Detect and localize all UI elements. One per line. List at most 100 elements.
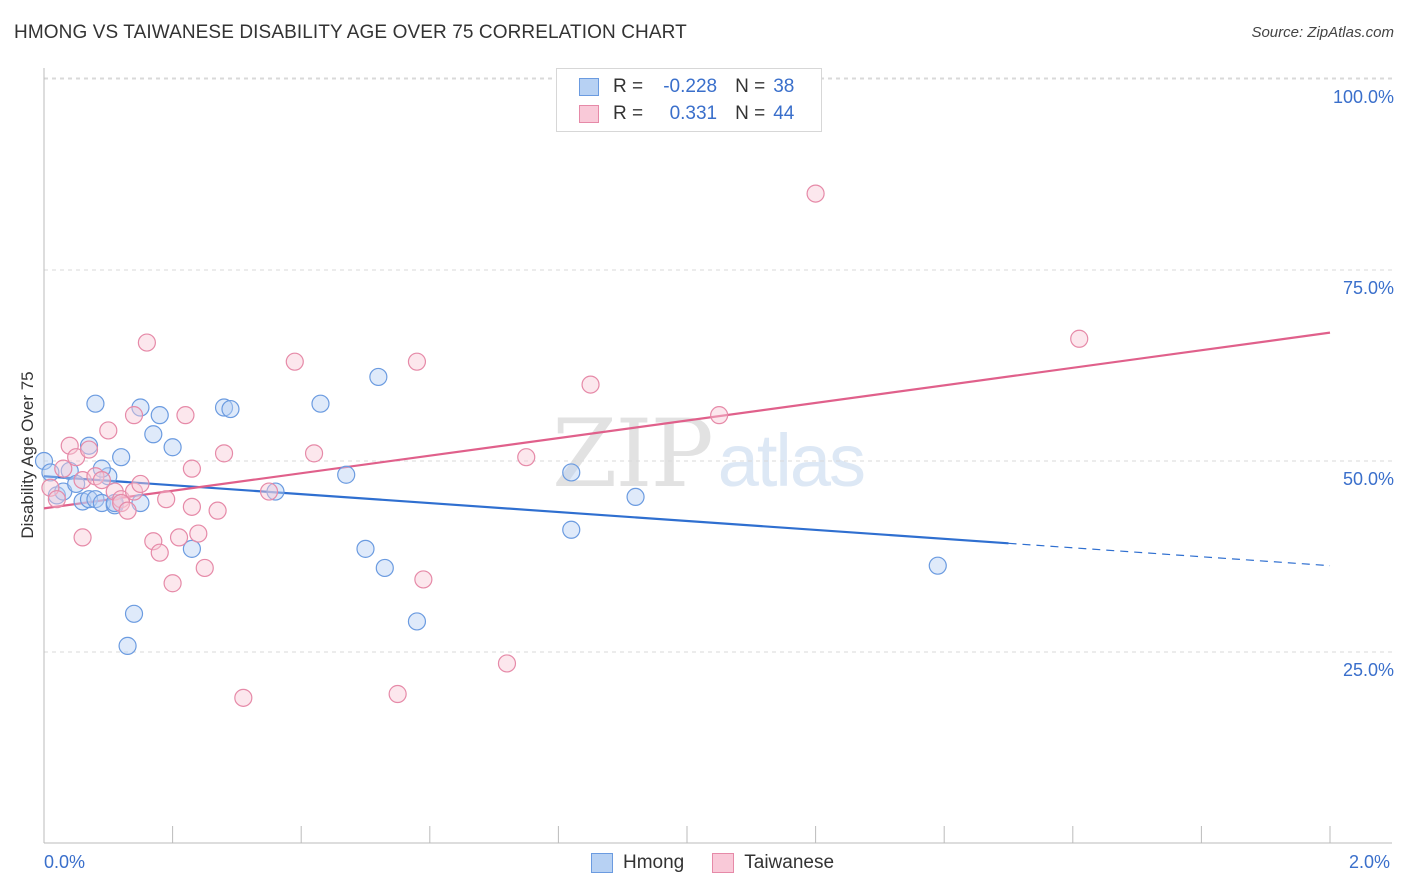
hmong-point-0 (34, 451, 54, 471)
taiwanese-point-11 (105, 482, 124, 501)
hmong-point-25 (214, 398, 234, 417)
y-tick-label-100: 100.0% (1332, 87, 1394, 107)
taiwanese-point-3 (60, 436, 79, 455)
taiwanese-point-9 (92, 471, 111, 490)
hmong-point-17 (124, 604, 144, 623)
taiwanese-point-36 (407, 352, 427, 371)
hmong-point-37 (928, 556, 947, 575)
hmong-point-33 (407, 612, 427, 631)
taiwanese-point-42 (806, 184, 825, 203)
hmong-n-label: N = (735, 76, 766, 97)
taiwanese-r-value: 0.331 (669, 103, 718, 124)
point-layer (34, 184, 1089, 707)
taiwanese-point-21 (157, 490, 176, 509)
source-credit: Source: ZipAtlas.com (1251, 24, 1394, 41)
hmong-n-value: 38 (773, 76, 795, 97)
hmong-point-7 (79, 436, 99, 455)
legend-taiwanese-swatch (712, 853, 735, 873)
y-tick-label-50: 50.0% (1342, 469, 1394, 489)
trend-layer (43, 331, 1331, 567)
taiwanese-point-38 (497, 654, 517, 673)
stats-legend-row-hmong: R = -0.228 N = 38 (579, 75, 794, 99)
taiwanese-n-value: 44 (773, 103, 795, 124)
hmong-point-18 (118, 636, 137, 655)
axis-layer (43, 68, 1392, 844)
taiwanese-point-35 (388, 684, 407, 704)
taiwanese-point-2 (54, 459, 73, 478)
taiwanese-point-27 (189, 524, 208, 543)
taiwanese-point-37 (414, 570, 433, 589)
hmong-point-26 (221, 399, 240, 419)
taiwanese-point-40 (581, 375, 600, 394)
taiwanese-point-28 (195, 558, 214, 578)
hmong-r-value: -0.228 (663, 76, 718, 97)
taiwanese-point-39 (517, 448, 536, 467)
hmong-point-35 (562, 463, 581, 482)
hmong-point-12 (86, 394, 105, 413)
watermark: ZIPatlas (552, 400, 866, 509)
taiwanese-point-6 (73, 528, 92, 547)
taiwanese-point-41 (710, 406, 729, 425)
hmong-swatch (579, 78, 599, 96)
taiwanese-point-19 (144, 532, 163, 551)
taiwanese-point-34 (304, 444, 324, 463)
legend-taiwanese-label: Taiwanese (744, 852, 835, 873)
taiwanese-r-label: R = (613, 103, 644, 124)
taiwanese-point-14 (118, 501, 137, 520)
taiwanese-point-32 (259, 482, 279, 501)
chart-title: HMONG VS TAIWANESE DISABILITY AGE OVER 7… (14, 22, 687, 43)
hmong-r-label: R = (613, 76, 644, 97)
y-axis-label: Disability Age Over 75 (18, 371, 37, 539)
y-tick-label-25: 25.0% (1342, 660, 1394, 680)
taiwanese-point-16 (124, 406, 144, 425)
legend-hmong-label: Hmong (623, 852, 685, 873)
legend-item-taiwanese[interactable]: Taiwanese (712, 852, 834, 874)
hmong-point-19 (131, 398, 150, 417)
stats-legend-row-taiwanese: R = 0.331 N = 44 (579, 102, 794, 126)
taiwanese-swatch (579, 105, 599, 123)
hmong-point-23 (163, 438, 182, 457)
grid-layer (44, 77, 1392, 653)
hmong-point-31 (369, 367, 388, 387)
taiwanese-point-30 (214, 444, 234, 463)
taiwanese-point-31 (234, 688, 253, 707)
taiwanese-point-15 (124, 482, 144, 501)
hmong-point-29 (337, 465, 356, 484)
taiwanese-point-13 (112, 493, 131, 513)
taiwanese-point-17 (131, 474, 150, 494)
taiwanese-point-20 (150, 543, 169, 562)
hmong-point-21 (150, 406, 169, 425)
taiwanese-point-10 (99, 421, 118, 440)
hmong-point-27 (266, 482, 285, 501)
taiwanese-point-0 (41, 478, 60, 497)
hmong-trend-extension (1008, 542, 1331, 567)
taiwanese-point-33 (285, 352, 304, 371)
stats-legend: R = -0.228 N = 38 R = 0.331 N = 44 (556, 68, 822, 132)
watermark-zip: ZIP (552, 400, 714, 509)
x-tick-label-max: 2.0% (1349, 852, 1391, 872)
hmong-point-22 (144, 425, 163, 444)
taiwanese-point-18 (137, 333, 156, 352)
taiwanese-point-1 (47, 490, 66, 509)
taiwanese-point-43 (1070, 329, 1089, 348)
taiwanese-point-26 (182, 459, 201, 478)
series-legend: Hmong Taiwanese (591, 852, 862, 874)
y-tick-label-75: 75.0% (1342, 278, 1394, 298)
hmong-point-36 (626, 487, 645, 507)
taiwanese-point-22 (163, 574, 182, 593)
taiwanese-n-label: N = (735, 103, 766, 124)
hmong-point-16 (112, 448, 131, 467)
hmong-point-28 (311, 394, 330, 413)
hmong-point-32 (375, 558, 394, 578)
hmong-point-34 (562, 520, 581, 539)
x-tick-label-min: 0.0% (44, 852, 86, 872)
hmong-point-30 (356, 539, 375, 558)
taiwanese-trend-line (43, 331, 1331, 510)
hmong-point-24 (182, 539, 201, 558)
taiwanese-point-7 (79, 440, 99, 459)
legend-item-hmong[interactable]: Hmong (591, 852, 684, 874)
taiwanese-point-23 (169, 528, 189, 547)
taiwanese-point-24 (176, 406, 195, 425)
taiwanese-point-25 (182, 497, 201, 516)
